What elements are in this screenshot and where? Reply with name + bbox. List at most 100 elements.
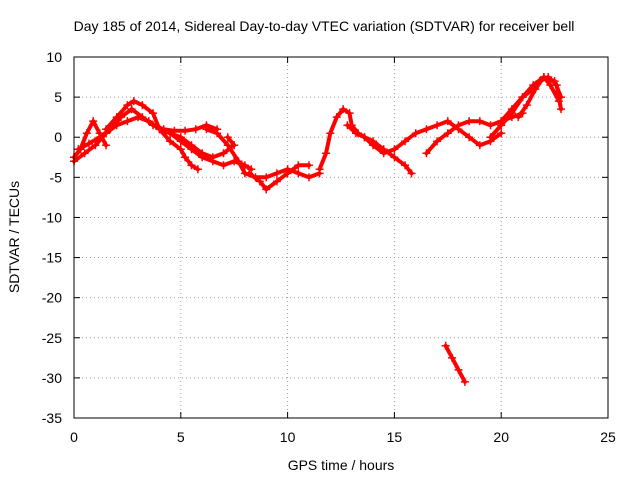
series-arc-6	[176, 137, 256, 174]
series-line	[317, 107, 414, 176]
x-axis-label: GPS time / hours	[288, 457, 395, 473]
data-point	[514, 113, 523, 122]
data-point	[369, 141, 378, 150]
data-point	[360, 133, 369, 142]
series-arc-4	[102, 97, 202, 174]
y-tick-label: -20	[42, 290, 62, 306]
data-point	[475, 117, 484, 126]
series-line	[516, 75, 561, 120]
data-point	[465, 117, 474, 126]
data-point	[198, 153, 207, 162]
y-tick-label: -5	[50, 169, 63, 185]
data-point	[465, 133, 474, 142]
data-point	[351, 129, 360, 138]
y-tick-label: -10	[42, 209, 62, 225]
x-tick-label: 20	[493, 429, 509, 445]
data-point	[390, 153, 399, 162]
data-point	[123, 117, 132, 126]
x-tick-label: 5	[177, 429, 185, 445]
data-point	[294, 169, 303, 178]
y-tick-label: -30	[42, 370, 62, 386]
data-point	[123, 101, 132, 110]
data-point	[262, 185, 271, 194]
data-point	[187, 145, 196, 154]
y-tick-label: 5	[54, 89, 62, 105]
data-point	[213, 129, 222, 138]
chart-title: Day 185 of 2014, Sidereal Day-to-day VTE…	[74, 18, 575, 34]
data-point	[557, 105, 566, 114]
data-point	[304, 161, 313, 170]
data-point	[390, 145, 399, 154]
data-point	[454, 365, 463, 374]
data-point	[407, 169, 416, 178]
x-tick-label: 15	[387, 429, 403, 445]
y-tick-label: 10	[46, 49, 62, 65]
data-point	[102, 141, 111, 150]
series-arc-10	[343, 117, 506, 158]
data-point	[443, 117, 452, 126]
data-point	[460, 377, 469, 386]
data-point	[166, 129, 175, 138]
data-point	[166, 137, 175, 146]
y-tick-label: 0	[54, 129, 62, 145]
data-point	[176, 137, 185, 146]
data-point	[411, 129, 420, 138]
x-tick-label: 25	[600, 429, 616, 445]
y-tick-label: -15	[42, 250, 62, 266]
data-point	[443, 129, 452, 138]
series-arc-8	[245, 161, 313, 194]
data-point	[433, 137, 442, 146]
data-point	[531, 85, 540, 94]
data-point	[102, 125, 111, 134]
series-arc-3	[74, 105, 222, 154]
data-point	[546, 81, 555, 90]
data-point	[448, 353, 457, 362]
data-point	[127, 105, 136, 114]
data-point	[112, 113, 121, 122]
data-point	[234, 157, 243, 166]
data-point	[322, 149, 331, 158]
data-point	[343, 121, 352, 130]
data-point	[262, 173, 271, 182]
data-point	[339, 105, 348, 114]
data-point	[345, 109, 354, 118]
series-arc-7	[202, 125, 324, 182]
data-point	[223, 133, 232, 142]
data-point	[247, 165, 256, 174]
data-point	[155, 125, 164, 134]
data-point	[191, 125, 200, 134]
y-tick-label: -35	[42, 410, 62, 426]
series-arc-15	[441, 341, 469, 386]
data-point	[149, 109, 158, 118]
data-point	[475, 141, 484, 150]
data-point	[283, 169, 292, 178]
data-point	[84, 139, 93, 148]
data-point	[74, 145, 83, 154]
x-tick-label: 0	[70, 429, 78, 445]
data-point	[522, 101, 531, 110]
data-point	[138, 113, 147, 122]
data-point	[219, 149, 228, 158]
data-point	[82, 129, 91, 138]
data-point	[129, 97, 138, 106]
data-point	[208, 157, 217, 166]
data-point	[554, 97, 563, 106]
data-point	[245, 169, 254, 178]
data-point	[539, 73, 548, 82]
data-point	[193, 165, 202, 174]
series-line	[168, 131, 237, 160]
data-point	[223, 141, 232, 150]
data-point	[518, 93, 527, 102]
data-point	[219, 161, 228, 170]
data-point	[272, 169, 281, 178]
data-point	[507, 105, 516, 114]
y-tick-label: -25	[42, 330, 62, 346]
data-point	[80, 149, 89, 158]
data-point	[486, 121, 495, 130]
axis-ticks: 0 5 10 15 20 25 10 5 0 -5 -10 -15 -20 -25 -30 -35	[42, 49, 616, 445]
data-point	[255, 177, 264, 186]
data-point	[454, 121, 463, 130]
plot-frame	[73, 56, 609, 419]
